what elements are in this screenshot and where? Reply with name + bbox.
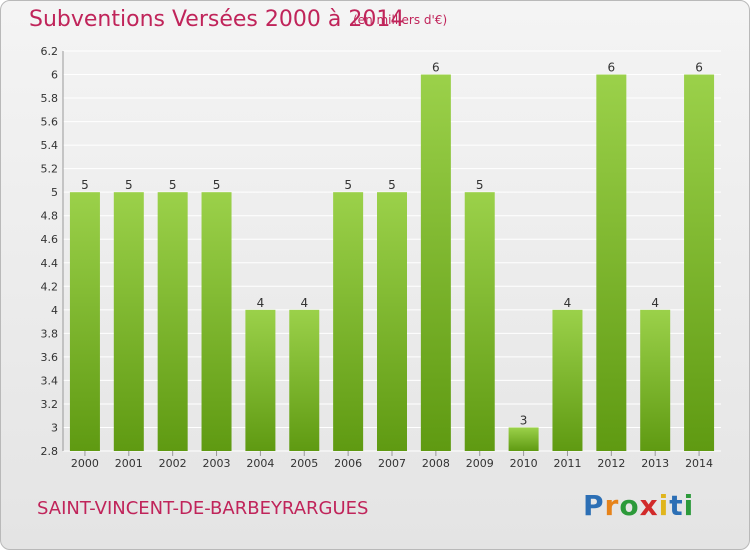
value-label: 4 <box>257 296 265 310</box>
bars: 5 5 5 5 4 4 5 5 6 5 3 4 6 4 6 <box>69 61 715 452</box>
unit-label: (en milliers d'€) <box>353 13 448 27</box>
x-tick-label: 2008 <box>422 457 450 470</box>
x-tick-label: 2001 <box>115 457 143 470</box>
y-tick-label: 5.8 <box>41 92 59 105</box>
y-tick-label: 4 <box>51 304 58 317</box>
value-label: 3 <box>520 413 528 427</box>
y-tick-label: 6.2 <box>41 45 59 58</box>
bar-2004 <box>245 309 276 451</box>
bar-2010 <box>508 427 539 451</box>
value-label: 5 <box>388 178 396 192</box>
y-tick-label: 5.4 <box>41 139 59 152</box>
y-tick-label: 4.8 <box>41 210 59 223</box>
value-label: 5 <box>81 178 89 192</box>
y-tick-label: 2.8 <box>41 445 59 458</box>
x-tick-label: 2002 <box>159 457 187 470</box>
bar-2000 <box>69 192 100 452</box>
x-tick-label: 2010 <box>510 457 538 470</box>
bar-2006 <box>333 192 364 452</box>
value-label: 5 <box>169 178 177 192</box>
x-tick-label: 2007 <box>378 457 406 470</box>
value-label: 4 <box>651 296 659 310</box>
x-tick-label: 2009 <box>466 457 494 470</box>
bar-2008 <box>420 74 451 451</box>
x-tick-label: 2013 <box>641 457 669 470</box>
x-tick-label: 2012 <box>597 457 625 470</box>
proxiti-logo: Proxiti <box>583 489 695 522</box>
value-label: 6 <box>432 61 440 75</box>
value-label: 6 <box>695 61 703 75</box>
bar-2009 <box>464 192 495 452</box>
x-tick-label: 2014 <box>685 457 713 470</box>
x-tick-label: 2000 <box>71 457 99 470</box>
x-tick-label: 2003 <box>203 457 231 470</box>
value-label: 4 <box>564 296 572 310</box>
y-tick-label: 5.6 <box>41 116 59 129</box>
y-tick-label: 4.2 <box>41 280 59 293</box>
y-tick-label: 4.6 <box>41 233 59 246</box>
value-label: 5 <box>213 178 221 192</box>
value-label: 5 <box>476 178 484 192</box>
x-tick-label: 2004 <box>246 457 274 470</box>
bar-2011 <box>552 309 583 451</box>
y-tick-label: 5 <box>51 186 58 199</box>
value-label: 6 <box>608 61 616 75</box>
value-label: 5 <box>125 178 133 192</box>
bar-2005 <box>289 309 320 451</box>
y-tick-label: 5.2 <box>41 163 59 176</box>
y-tick-label: 3.6 <box>41 351 59 364</box>
bar-2014 <box>684 74 715 451</box>
bar-2007 <box>377 192 407 452</box>
chart-title: Subventions Versées 2000 à 2014 <box>29 7 405 32</box>
bar-2002 <box>157 192 188 452</box>
y-tick-label: 6 <box>51 69 58 82</box>
x-tick-label: 2006 <box>334 457 362 470</box>
y-tick-label: 4.4 <box>41 257 59 270</box>
y-tick-label: 3.8 <box>41 327 59 340</box>
bar-2012 <box>596 74 627 451</box>
value-label: 5 <box>344 178 352 192</box>
x-tick-label: 2011 <box>553 457 581 470</box>
x-axis: 2000 2001 2002 2003 2004 2005 2006 2007 2008 2009… <box>71 451 713 470</box>
y-tick-label: 3.2 <box>41 398 59 411</box>
bar-2001 <box>113 192 144 452</box>
y-tick-label: 3 <box>51 421 58 434</box>
bar-2003 <box>201 192 232 452</box>
value-label: 4 <box>300 296 308 310</box>
y-tick-label: 3.4 <box>41 374 59 387</box>
municipality-name: SAINT-VINCENT-DE-BARBEYRARGUES <box>37 498 369 519</box>
y-axis: 2.8 3 3.2 3.4 3.6 3.8 4 4.2 4.4 4.6 4.8 5 5.2 5.4 5.6 5… <box>41 45 64 458</box>
x-tick-label: 2005 <box>290 457 318 470</box>
bar-2013 <box>640 309 671 451</box>
